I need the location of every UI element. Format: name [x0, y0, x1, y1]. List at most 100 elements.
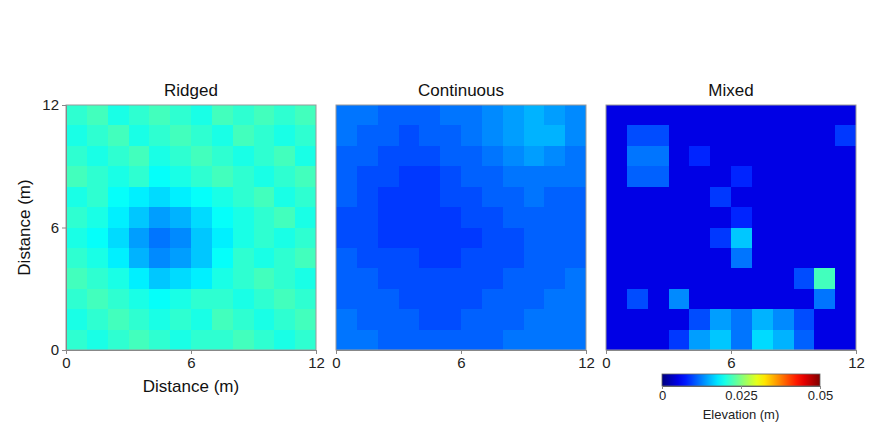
heatmap-cell [378, 268, 399, 289]
heatmap-cell [835, 309, 856, 330]
heatmap-cell [378, 228, 399, 249]
heatmap-cell [212, 207, 233, 228]
panel-title: Ridged [164, 81, 218, 100]
heatmap-cell [503, 207, 524, 228]
heatmap-cell [399, 166, 420, 187]
heatmap-cell [606, 166, 627, 187]
heatmap-cell [357, 330, 378, 350]
heatmap-cell [835, 166, 856, 187]
heatmap-cell [627, 207, 648, 228]
tick-label: 12 [578, 354, 595, 371]
heatmap-cell [835, 228, 856, 249]
heatmap-cell [669, 187, 690, 208]
heatmap-cell [482, 125, 503, 146]
heatmap-cell [129, 187, 150, 208]
heatmap-cell [627, 268, 648, 289]
heatmap-cell [524, 166, 545, 187]
heatmap-cell [814, 105, 835, 126]
heatmap-cell [689, 166, 710, 187]
heatmap-cell [544, 146, 565, 167]
heatmap-cell [794, 228, 815, 249]
heatmap-cell [669, 248, 690, 269]
tick-mark [62, 350, 66, 351]
panel-title: Continuous [418, 81, 504, 100]
heatmap-cell [419, 187, 440, 208]
heatmap-cell [503, 228, 524, 249]
heatmap-cell [731, 330, 752, 350]
heatmap-cell [233, 289, 254, 310]
heatmap-cell [731, 207, 752, 228]
heatmap-cell [357, 309, 378, 330]
heatmap-cell [212, 228, 233, 249]
heatmap-cell [357, 207, 378, 228]
tick: 0.05 [808, 386, 833, 403]
heatmap-cell [191, 289, 212, 310]
heatmap-cell [503, 187, 524, 208]
heatmap-cell [752, 228, 773, 249]
heatmap-cell [773, 309, 794, 330]
heatmap-cell [399, 289, 420, 310]
heatmap-cell [274, 248, 295, 269]
heatmap-cell [378, 125, 399, 146]
heatmap-cell [295, 187, 316, 208]
heatmap-cell [773, 125, 794, 146]
heatmap-cells [606, 105, 856, 350]
heatmap-cell [627, 125, 648, 146]
colorbar-ramp [662, 374, 820, 386]
axis-line [62, 106, 67, 351]
heatmap-cell [170, 309, 191, 330]
heatmap-cell [399, 268, 420, 289]
heatmap-cell [191, 207, 212, 228]
heatmap-cell [814, 187, 835, 208]
heatmap-cell [606, 228, 627, 249]
heatmap-cell [752, 105, 773, 126]
heatmap-cell [212, 248, 233, 269]
heatmap-cell [129, 207, 150, 228]
heatmap-cell [129, 248, 150, 269]
heatmap-cell [108, 309, 129, 330]
heatmap-cell [669, 330, 690, 350]
heatmap-cell [108, 330, 129, 350]
heatmap-cell [357, 268, 378, 289]
heatmap-cell [503, 146, 524, 167]
heatmap-cell [689, 187, 710, 208]
heatmap-cell [399, 146, 420, 167]
heatmap-cell [191, 309, 212, 330]
heatmap-cell [648, 125, 669, 146]
heatmap-cell [419, 207, 440, 228]
heatmap-cell [357, 187, 378, 208]
heatmap-cell [108, 268, 129, 289]
heatmap-cell [794, 289, 815, 310]
tick-label: 6 [187, 354, 195, 371]
heatmap-cell [336, 105, 357, 126]
heatmap-cell [357, 146, 378, 167]
heatmap-cell [87, 248, 108, 269]
heatmap-cell [835, 105, 856, 126]
heatmap-cell [835, 125, 856, 146]
heatmap-cell [233, 309, 254, 330]
heatmap-cell [565, 146, 586, 167]
heatmap-cell [689, 248, 710, 269]
tick: 12 [308, 350, 325, 371]
heatmap-cell [524, 309, 545, 330]
heatmap-cell [731, 248, 752, 269]
heatmap-cell [648, 207, 669, 228]
tick-label: 0 [602, 354, 610, 371]
heatmap-cell [440, 166, 461, 187]
heatmap-cell [149, 330, 170, 350]
heatmap-cell [212, 268, 233, 289]
tick: 0 [659, 386, 666, 403]
heatmap-cell [419, 330, 440, 350]
heatmap-cell [336, 125, 357, 146]
heatmap-cells [336, 105, 586, 350]
heatmap-cell [461, 146, 482, 167]
heatmap-cell [627, 187, 648, 208]
heatmap-cell [233, 330, 254, 350]
tick-mark [62, 228, 66, 229]
heatmap-cell [794, 207, 815, 228]
heatmap-cell [87, 125, 108, 146]
heatmap-cell [814, 228, 835, 249]
heatmap-cell [233, 248, 254, 269]
heatmap-cell [274, 146, 295, 167]
tick-mark [62, 105, 66, 106]
